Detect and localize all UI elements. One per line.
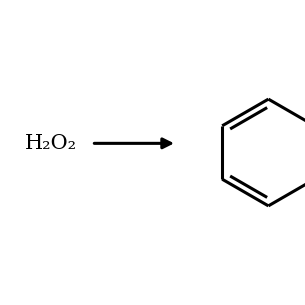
Text: H₂O₂: H₂O₂ — [24, 134, 77, 153]
